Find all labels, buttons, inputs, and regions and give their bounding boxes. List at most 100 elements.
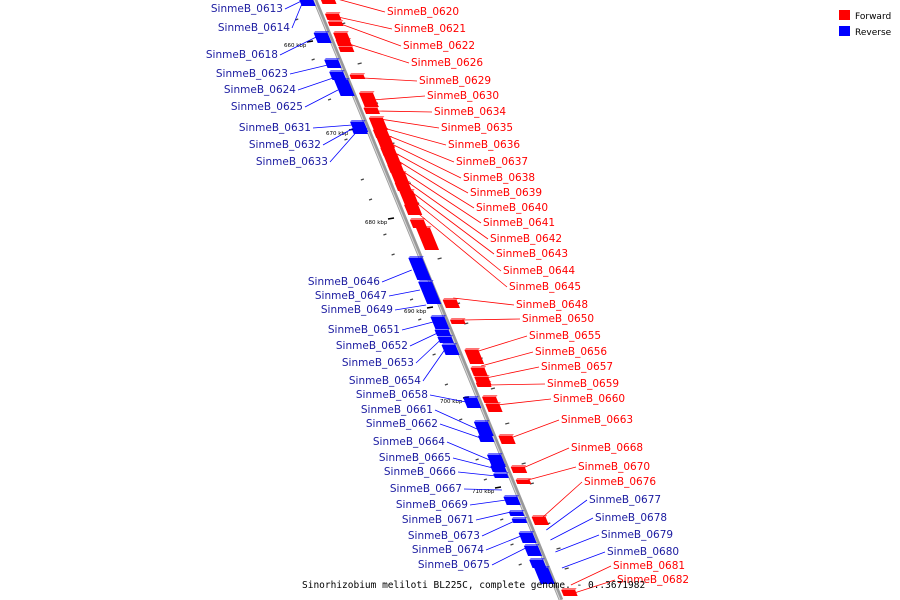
- forward-gene: [320, 0, 337, 4]
- forward-gene: [475, 381, 492, 387]
- forward-gene: [482, 395, 499, 403]
- reverse-gene-label: SinmeB_0658: [356, 389, 428, 401]
- reverse-gene-label: SinmeB_0653: [342, 357, 414, 369]
- reverse-gene: [473, 420, 494, 436]
- minor-tick-right: [505, 422, 510, 425]
- reverse-leader-line: [388, 289, 421, 297]
- reverse-gene-label: SinmeB_0614: [218, 22, 290, 34]
- reverse-leader-line: [546, 499, 588, 531]
- forward-leader-line: [408, 189, 495, 255]
- reverse-gene-label: SinmeB_0613: [211, 3, 283, 15]
- reverse-gene-label: SinmeB_0667: [390, 483, 462, 495]
- reverse-gene-label: SinmeB_0632: [249, 139, 321, 151]
- minor-tick-left: [500, 518, 504, 521]
- reverse-leader-line: [291, 2, 303, 29]
- legend-reverse-label: Reverse: [855, 28, 892, 38]
- forward-gene-label: SinmeB_0676: [584, 476, 656, 488]
- forward-gene-label: SinmeB_0642: [490, 233, 562, 245]
- genome-caption: Sinorhizobium meliloti BL225C, complete …: [302, 580, 645, 591]
- reverse-leader-line: [463, 488, 502, 491]
- reverse-leader-line: [555, 534, 600, 553]
- forward-gene: [561, 588, 578, 596]
- forward-gene-label: SinmeB_0644: [503, 265, 575, 277]
- label-layer: SinmeB_0620 SinmeB_0621 SinmeB_0622 SinmeB_…: [206, 3, 689, 586]
- forward-leader-line: [400, 169, 482, 224]
- reverse-leader-line: [289, 64, 328, 75]
- reverse-leader-line: [415, 339, 441, 364]
- reverse-leader-line: [457, 471, 497, 477]
- minor-tick-left: [344, 138, 348, 141]
- reverse-gene: [490, 464, 507, 472]
- reverse-leader-line: [381, 269, 412, 283]
- minor-tick-left: [459, 418, 463, 421]
- reverse-leader-line: [394, 304, 427, 311]
- forward-gene-label: SinmeB_0629: [419, 75, 491, 87]
- reverse-gene: [478, 434, 495, 442]
- forward-gene-label: SinmeB_0645: [509, 281, 581, 293]
- forward-leader-line: [510, 419, 560, 439]
- forward-leader-line: [379, 118, 440, 129]
- forward-gene-label: SinmeB_0668: [571, 442, 643, 454]
- major-tick: [426, 306, 434, 309]
- forward-gene-label: SinmeB_0641: [483, 217, 555, 229]
- forward-gene: [485, 402, 503, 412]
- reverse-gene: [441, 343, 460, 355]
- reverse-gene: [434, 328, 452, 336]
- reverse-gene-label: SinmeB_0662: [366, 418, 438, 430]
- minor-tick-left: [360, 178, 365, 181]
- reverse-gene-label: SinmeB_0679: [601, 529, 673, 541]
- reverse-gene: [437, 335, 454, 343]
- forward-leader-line: [372, 95, 426, 101]
- forward-gene: [515, 478, 532, 484]
- reverse-gene-label: SinmeB_0618: [206, 49, 278, 61]
- forward-gene: [325, 12, 342, 20]
- reverse-gene-label: SinmeB_0647: [315, 290, 387, 302]
- reverse-gene-label: SinmeB_0623: [216, 68, 288, 80]
- forward-gene: [368, 116, 388, 130]
- minor-tick-right: [564, 567, 569, 570]
- minor-tick-right: [490, 387, 496, 390]
- reverse-gene-label: SinmeB_0624: [224, 84, 296, 96]
- forward-leader-line: [393, 151, 469, 194]
- reverse-leader-line: [329, 132, 356, 163]
- forward-leader-line: [522, 447, 570, 469]
- forward-gene-label: SinmeB_0638: [463, 172, 535, 184]
- reverse-gene-label: SinmeB_0633: [256, 156, 328, 168]
- reverse-gene: [511, 517, 528, 523]
- reverse-leader-line: [401, 321, 434, 331]
- forward-leader-line: [386, 134, 455, 163]
- minor-tick-left: [391, 253, 395, 256]
- forward-gene: [327, 20, 344, 26]
- forward-leader-line: [574, 579, 616, 594]
- forward-gene-label: SinmeB_0635: [441, 122, 513, 134]
- reverse-gene-label: SinmeB_0666: [384, 466, 456, 478]
- reverse-gene: [430, 315, 450, 329]
- reverse-gene-label: SinmeB_0673: [408, 530, 480, 542]
- forward-gene-label: SinmeB_0620: [387, 6, 459, 18]
- forward-gene-label: SinmeB_0660: [553, 393, 625, 405]
- forward-leader-line: [396, 159, 475, 209]
- minor-tick-left: [383, 233, 387, 236]
- forward-leader-line: [412, 199, 502, 272]
- reverse-leader-line: [561, 551, 606, 569]
- reverse-gene-label: SinmeB_0649: [321, 304, 393, 316]
- minor-tick-left: [518, 563, 522, 566]
- forward-leader-line: [481, 351, 534, 367]
- forward-gene-label: SinmeB_0663: [561, 414, 633, 426]
- forward-leader-line: [348, 43, 410, 64]
- forward-gene: [531, 515, 549, 525]
- minor-tick-left: [311, 58, 315, 61]
- forward-gene: [359, 91, 379, 107]
- leader-layer: [279, 0, 616, 594]
- reverse-gene: [299, 0, 316, 6]
- forward-gene: [363, 106, 381, 114]
- tick-label: 680 kbp: [365, 220, 388, 226]
- reverse-gene: [534, 566, 555, 584]
- reverse-leader-line: [475, 511, 512, 521]
- reverse-gene: [324, 58, 342, 68]
- legend: Forward Reverse: [839, 10, 892, 38]
- forward-gene-label: SinmeB_0682: [617, 574, 689, 586]
- reverse-gene: [508, 510, 525, 516]
- legend-forward-swatch: [839, 10, 850, 20]
